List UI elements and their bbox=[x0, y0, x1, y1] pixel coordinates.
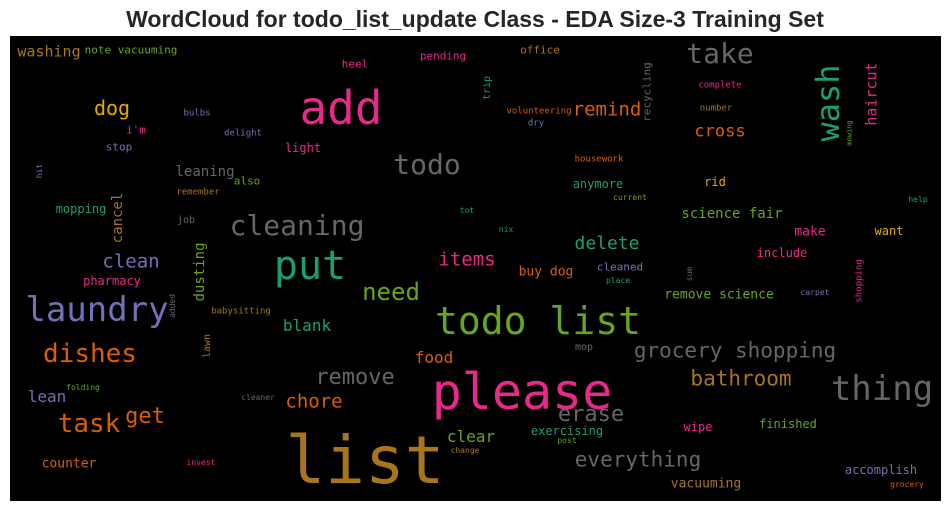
cloud-word-shopping: shopping bbox=[854, 259, 865, 303]
cloud-word-finished: finished bbox=[759, 417, 817, 431]
cloud-word-cleaning: cleaning bbox=[229, 209, 365, 242]
cloud-word-chore: chore bbox=[285, 390, 343, 413]
cloud-word-delete: delete bbox=[574, 233, 640, 254]
cloud-word-laundry: laundry bbox=[25, 290, 169, 330]
cloud-word-office: office bbox=[520, 43, 560, 57]
cloud-word-dusting: dusting bbox=[192, 242, 208, 302]
cloud-word-housework: housework bbox=[574, 154, 624, 165]
cloud-word-added: added bbox=[168, 293, 177, 319]
cloud-word-mowing: mowing bbox=[845, 120, 854, 146]
cloud-word-mopping: mopping bbox=[55, 202, 107, 216]
cloud-word-cancel: cancel bbox=[110, 192, 126, 244]
cloud-word-clear: clear bbox=[446, 427, 496, 446]
cloud-word-dry: dry bbox=[527, 118, 545, 129]
cloud-word-cleaned: cleaned bbox=[596, 260, 644, 274]
cloud-word-wash: wash bbox=[809, 64, 847, 142]
chart-title: WordCloud for todo_list_update Class - E… bbox=[126, 6, 824, 32]
cloud-word-pending: pending bbox=[419, 49, 467, 63]
cloud-word-cross: cross bbox=[694, 121, 746, 142]
cloud-word-take: take bbox=[686, 37, 754, 70]
cloud-word-light: light bbox=[284, 141, 322, 155]
cloud-word-bathroom: bathroom bbox=[690, 366, 792, 391]
cloud-word-complete: complete bbox=[698, 80, 742, 91]
cloud-word-todo: todo bbox=[393, 148, 461, 181]
cloud-word-items: items bbox=[438, 248, 496, 271]
cloud-word-get: get bbox=[125, 404, 165, 429]
cloud-word-folding: folding bbox=[66, 383, 100, 392]
cloud-word-food: food bbox=[414, 348, 454, 367]
cloud-word-clean: clean bbox=[102, 250, 160, 273]
cloud-word-trip: trip bbox=[482, 75, 493, 101]
cloud-word-remove-science: remove science bbox=[664, 287, 774, 303]
cloud-word-job: job bbox=[176, 215, 196, 226]
cloud-word-need: need bbox=[362, 278, 420, 306]
cloud-word-science-fair: science fair bbox=[681, 206, 783, 222]
cloud-word-i-m: i'm bbox=[126, 123, 146, 137]
cloud-word-rid: rid bbox=[704, 175, 726, 189]
cloud-word-hit: hit bbox=[35, 163, 44, 179]
cloud-word-washing: washing bbox=[17, 42, 81, 61]
cloud-word-erase: erase bbox=[557, 402, 625, 427]
cloud-word-remove: remove bbox=[315, 365, 395, 390]
cloud-word-grocery: grocery bbox=[890, 480, 924, 489]
cloud-word-tot: tot bbox=[459, 206, 475, 215]
cloud-word-cleaner: cleaner bbox=[241, 393, 275, 402]
cloud-word-place: place bbox=[605, 276, 631, 285]
wordcloud-canvas: list please todo list add put laundry thing was… bbox=[10, 36, 941, 501]
cloud-word-exercising: exercising bbox=[530, 424, 604, 438]
cloud-word-number: number bbox=[699, 103, 733, 114]
cloud-word-vacuuming: vacuuming bbox=[670, 476, 742, 492]
cloud-word-current: current bbox=[613, 193, 647, 202]
cloud-word-volunteering: volunteering bbox=[506, 106, 572, 117]
cloud-word-add: add bbox=[299, 81, 383, 135]
cloud-word-dishes: dishes bbox=[43, 339, 137, 369]
cloud-word-blank: blank bbox=[282, 316, 332, 335]
cloud-word-anymore: anymore bbox=[572, 177, 624, 191]
cloud-word-haircut: haircut bbox=[862, 62, 881, 126]
cloud-word-grocery-shopping: grocery shopping bbox=[633, 338, 837, 363]
cloud-word-nix: nix bbox=[498, 225, 514, 234]
cloud-word-put: put bbox=[273, 243, 347, 289]
cloud-word-heel: heel bbox=[341, 57, 369, 71]
cloud-word-buy-dog: buy dog bbox=[518, 264, 574, 280]
cloud-word-list: list bbox=[285, 422, 445, 499]
cloud-word-invest: invest bbox=[186, 458, 216, 467]
cloud-word-change: change bbox=[450, 446, 480, 455]
cloud-word-accomplish: accomplish bbox=[844, 463, 918, 477]
cloud-word-wipe: wipe bbox=[683, 420, 713, 434]
cloud-word-dog: dog bbox=[93, 96, 131, 120]
cloud-word-counter: counter bbox=[41, 456, 97, 472]
cloud-word-post: post bbox=[557, 436, 577, 445]
cloud-word-lawn: lawn bbox=[202, 333, 213, 359]
cloud-word-everything: everything bbox=[574, 447, 702, 472]
cloud-word-todo-list: todo list bbox=[435, 299, 641, 343]
cloud-word-delight: delight bbox=[224, 128, 262, 139]
cloud-word-also: also bbox=[233, 174, 261, 188]
cloud-word-recycling: recycling bbox=[640, 62, 654, 122]
cloud-word-lean: lean bbox=[27, 387, 67, 406]
cloud-word-bulbs: bulbs bbox=[183, 108, 211, 119]
cloud-word-sum: sum bbox=[685, 266, 694, 282]
cloud-word-help: help bbox=[908, 195, 928, 204]
cloud-word-stop: stop bbox=[105, 140, 133, 154]
cloud-word-carpet: carpet bbox=[800, 288, 830, 297]
cloud-word-want: want bbox=[874, 224, 904, 238]
cloud-word-remind: remind bbox=[572, 98, 642, 121]
cloud-word-please: please bbox=[431, 363, 613, 421]
cloud-word-thing: thing bbox=[830, 369, 934, 409]
cloud-word-make: make bbox=[794, 224, 826, 240]
cloud-word-mop: mop bbox=[574, 342, 594, 353]
cloud-word-note-vacuuming: note vacuuming bbox=[84, 43, 178, 57]
cloud-word-babysitting: babysitting bbox=[211, 306, 271, 317]
cloud-word-leaning: leaning bbox=[175, 164, 235, 180]
cloud-word-pharmacy: pharmacy bbox=[83, 274, 141, 288]
cloud-word-remember: remember bbox=[176, 187, 220, 198]
cloud-word-include: include bbox=[756, 246, 808, 260]
cloud-word-task: task bbox=[57, 409, 121, 439]
